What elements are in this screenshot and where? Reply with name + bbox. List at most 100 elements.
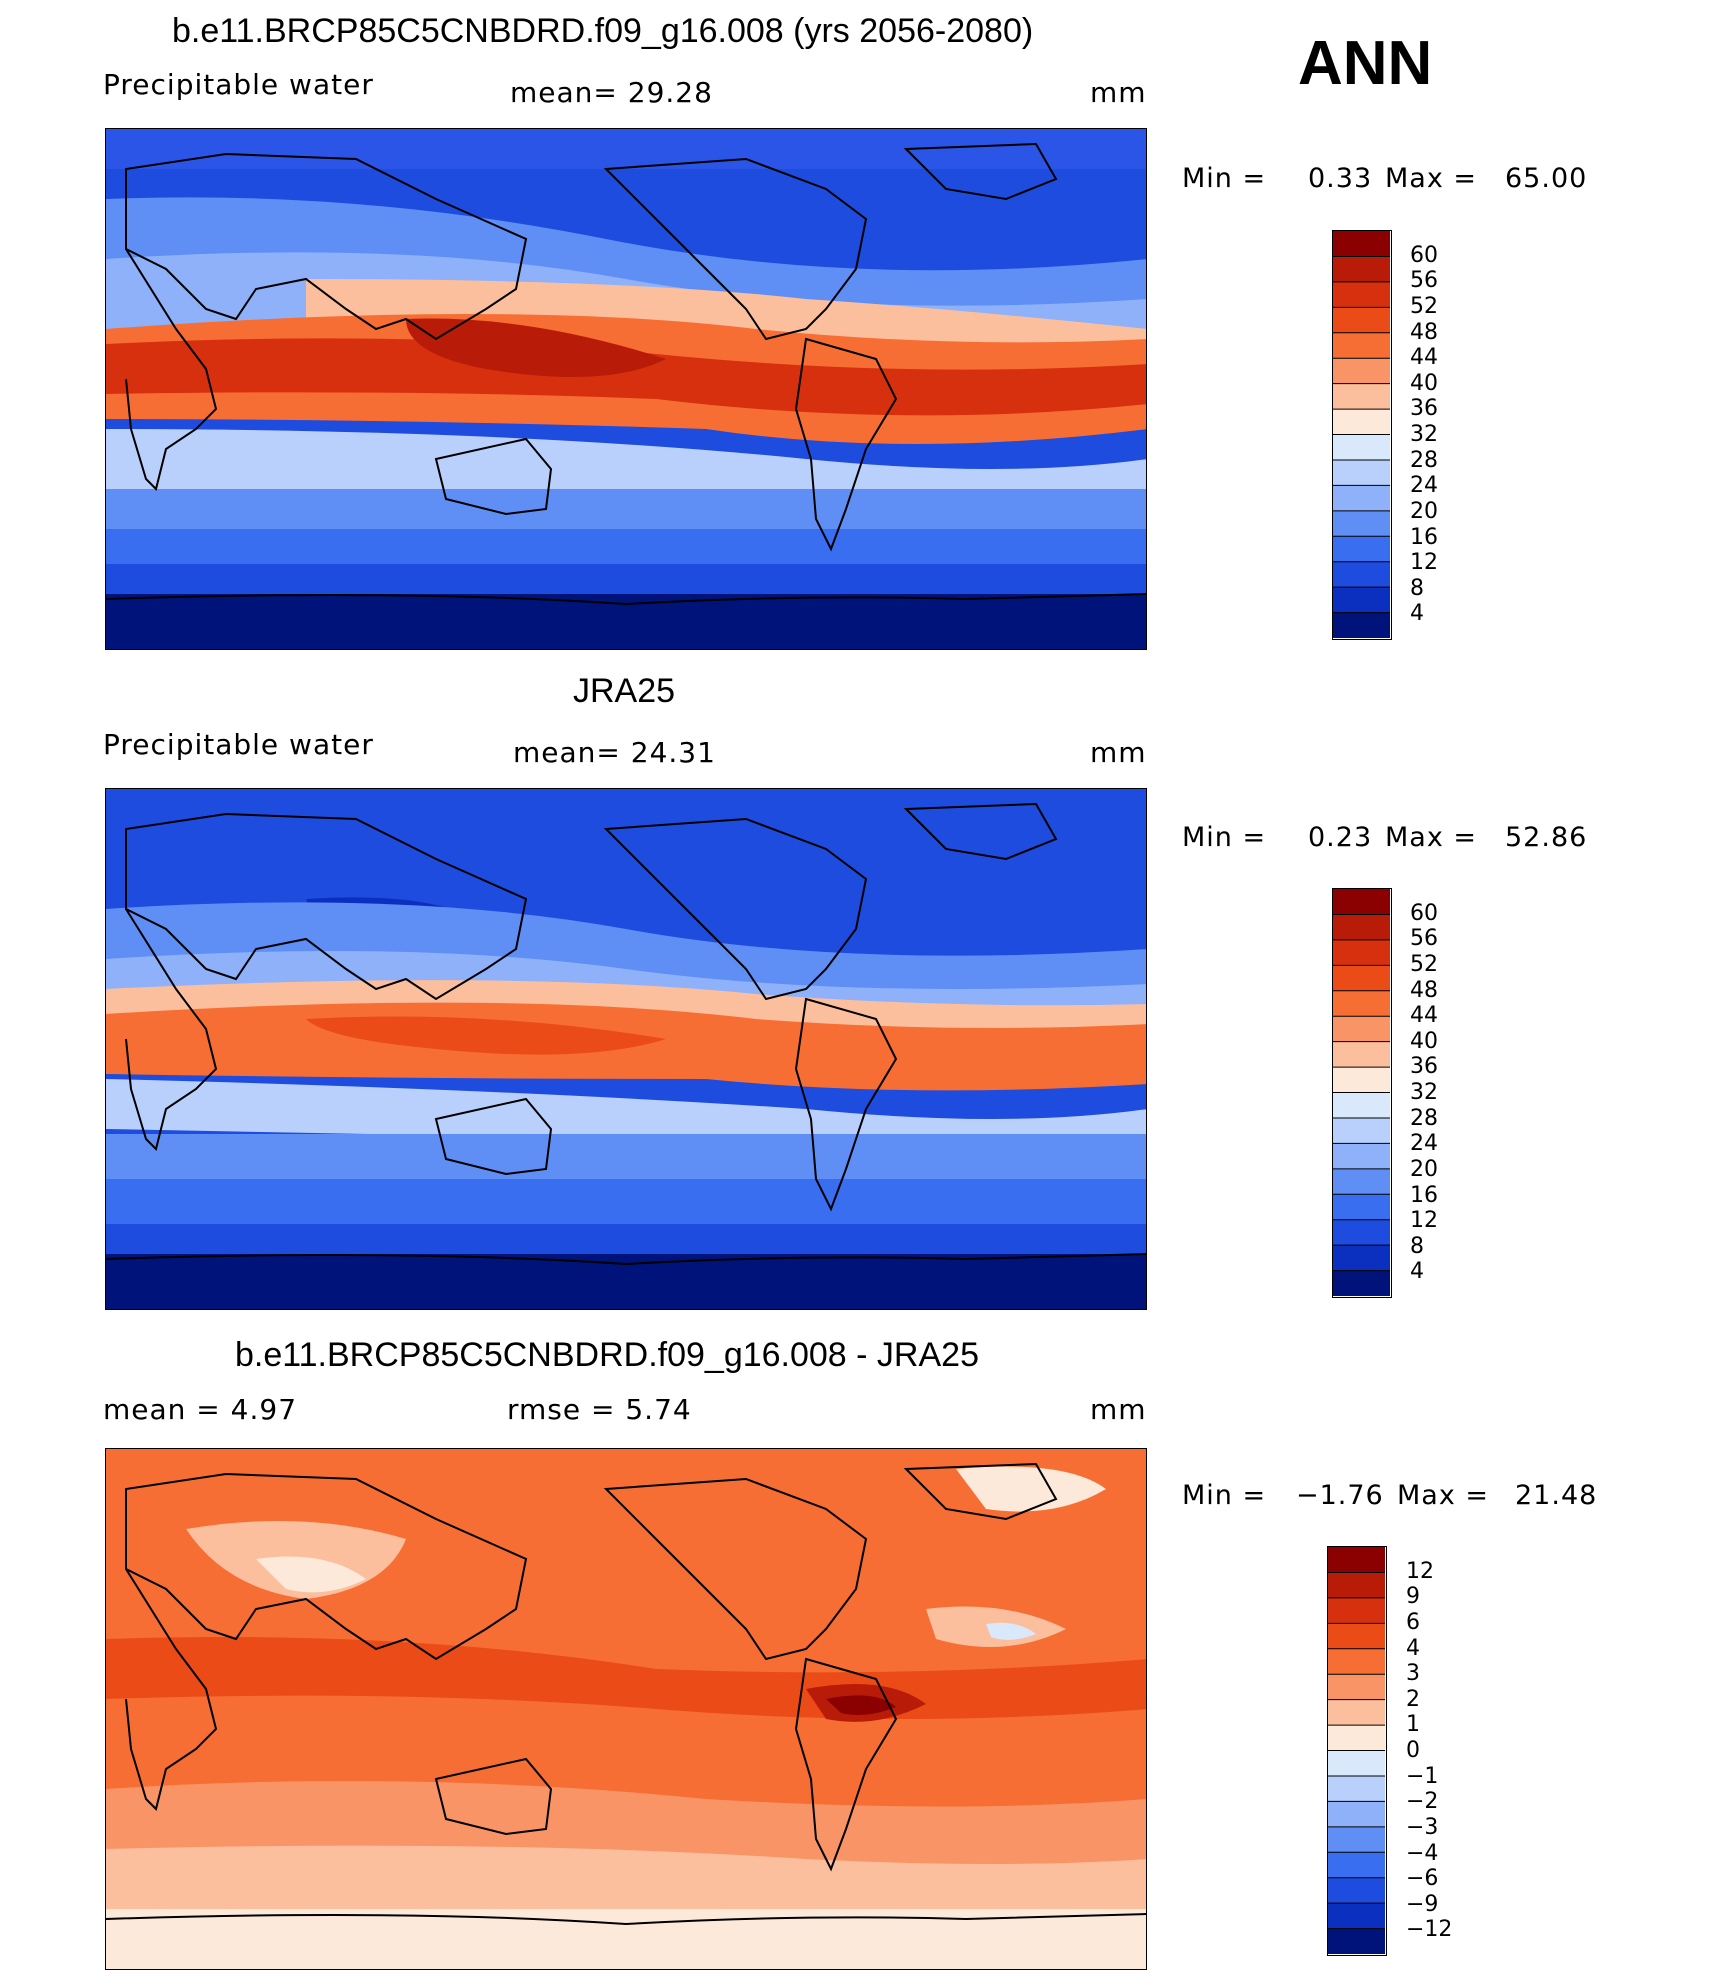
colorbar-tick-label: 40 bbox=[1410, 1028, 1438, 1054]
colorbar-tick-label: 28 bbox=[1410, 1105, 1438, 1131]
panel2-max-value: 52.86 bbox=[1505, 822, 1588, 853]
colorbar-swatch bbox=[1328, 1801, 1385, 1828]
panel1-variable-label: Precipitable water bbox=[103, 68, 374, 101]
colorbar-swatch bbox=[1333, 889, 1390, 915]
colorbar-tick-label: 20 bbox=[1410, 498, 1438, 524]
panel2-title: JRA25 bbox=[573, 672, 676, 710]
panel3-map bbox=[105, 1448, 1147, 1970]
panel3-colorbar bbox=[1327, 1546, 1387, 1956]
colorbar-swatch bbox=[1333, 1067, 1390, 1093]
season-label: ANN bbox=[1298, 29, 1433, 98]
colorbar-tick-label: 24 bbox=[1410, 1131, 1438, 1157]
colorbar-tick-label: −9 bbox=[1406, 1891, 1439, 1917]
panel2-min-label: Min = bbox=[1182, 822, 1267, 853]
colorbar-tick-label: 44 bbox=[1410, 345, 1438, 371]
colorbar-tick-label: 48 bbox=[1410, 319, 1438, 345]
colorbar-tick-label: 16 bbox=[1410, 1182, 1438, 1208]
colorbar-tick-label: 4 bbox=[1406, 1635, 1420, 1661]
colorbar-swatch bbox=[1333, 332, 1390, 359]
colorbar-tick-label: 2 bbox=[1406, 1686, 1420, 1712]
panel2-map bbox=[105, 788, 1147, 1310]
colorbar-tick-label: 3 bbox=[1406, 1661, 1420, 1687]
colorbar-tick-label: 12 bbox=[1410, 550, 1438, 576]
colorbar-tick-label: 4 bbox=[1410, 1259, 1424, 1285]
colorbar-swatch bbox=[1333, 1245, 1390, 1272]
colorbar-tick-label: 12 bbox=[1406, 1558, 1434, 1584]
panel1-mean-label: mean= 29.28 bbox=[510, 76, 713, 109]
colorbar-swatch bbox=[1328, 1903, 1385, 1930]
colorbar-swatch bbox=[1333, 536, 1390, 563]
colorbar-tick-label: −2 bbox=[1406, 1789, 1439, 1815]
panel1-units-label: mm bbox=[1090, 76, 1147, 109]
colorbar-tick-label: 28 bbox=[1410, 447, 1438, 473]
colorbar-tick-label: 32 bbox=[1410, 1080, 1438, 1105]
colorbar-tick-label: 32 bbox=[1410, 422, 1438, 447]
colorbar-tick-label: 16 bbox=[1410, 524, 1438, 550]
colorbar-swatch bbox=[1328, 1877, 1385, 1904]
colorbar-tick-label: 6 bbox=[1406, 1609, 1420, 1635]
colorbar-tick-label: −6 bbox=[1406, 1866, 1439, 1892]
panel3-min-value: −1.76 bbox=[1296, 1480, 1384, 1511]
panel2-units-label: mm bbox=[1090, 736, 1147, 769]
colorbar-swatch bbox=[1333, 939, 1390, 966]
colorbar-swatch bbox=[1333, 358, 1390, 385]
panel3-max-label: Max = bbox=[1397, 1480, 1490, 1511]
colorbar-swatch bbox=[1333, 434, 1390, 461]
panel1-colorbar bbox=[1332, 230, 1392, 640]
colorbar-swatch bbox=[1328, 1648, 1385, 1675]
colorbar-swatch bbox=[1333, 990, 1390, 1017]
colorbar-swatch bbox=[1328, 1852, 1385, 1879]
colorbar-swatch bbox=[1328, 1826, 1385, 1853]
colorbar-swatch bbox=[1333, 383, 1390, 410]
colorbar-tick-label: 52 bbox=[1410, 293, 1438, 319]
colorbar-tick-label: 52 bbox=[1410, 951, 1438, 977]
colorbar-tick-label: −1 bbox=[1406, 1763, 1439, 1789]
panel1-map bbox=[105, 128, 1147, 650]
colorbar-swatch bbox=[1333, 1016, 1390, 1043]
colorbar-swatch bbox=[1333, 1219, 1390, 1246]
colorbar-tick-label: 9 bbox=[1406, 1584, 1420, 1610]
colorbar-swatch bbox=[1328, 1674, 1385, 1701]
colorbar-tick-label: 36 bbox=[1410, 1054, 1438, 1080]
colorbar-tick-label: 1 bbox=[1406, 1712, 1420, 1738]
colorbar-swatch bbox=[1333, 231, 1390, 257]
colorbar-swatch bbox=[1333, 1041, 1390, 1068]
colorbar-tick-label: 40 bbox=[1410, 370, 1438, 396]
panel2-min-value: 0.23 bbox=[1308, 822, 1373, 853]
colorbar-swatch bbox=[1333, 485, 1390, 512]
colorbar-swatch bbox=[1328, 1597, 1385, 1624]
panel2-mean-label: mean= 24.31 bbox=[513, 736, 716, 769]
colorbar-swatch bbox=[1328, 1699, 1385, 1726]
colorbar-tick-label: 8 bbox=[1410, 575, 1424, 601]
colorbar-tick-label: 4 bbox=[1410, 601, 1424, 627]
colorbar-tick-label: 48 bbox=[1410, 977, 1438, 1003]
colorbar-tick-label: −12 bbox=[1406, 1917, 1453, 1943]
panel1-min-value: 0.33 bbox=[1308, 163, 1373, 194]
panel2-colorbar bbox=[1332, 888, 1392, 1298]
colorbar-tick-label: 12 bbox=[1410, 1208, 1438, 1234]
colorbar-swatch bbox=[1333, 1270, 1390, 1296]
panel2-max-label: Max = bbox=[1385, 822, 1478, 853]
panel3-min-label: Min = bbox=[1182, 1480, 1267, 1511]
colorbar-tick-label: 24 bbox=[1410, 473, 1438, 499]
colorbar-swatch bbox=[1333, 1117, 1390, 1144]
colorbar-swatch bbox=[1333, 281, 1390, 308]
panel1-title: b.e11.BRCP85C5CNBDRD.f09_g16.008 (yrs 20… bbox=[172, 12, 1034, 50]
panel3-mean-label: mean = 4.97 bbox=[103, 1393, 298, 1426]
panel3-units-label: mm bbox=[1090, 1393, 1147, 1426]
colorbar-swatch bbox=[1333, 587, 1390, 614]
panel1-max-value: 65.00 bbox=[1505, 163, 1588, 194]
panel3-rmse-label: rmse = 5.74 bbox=[507, 1393, 692, 1426]
panel2-variable-label: Precipitable water bbox=[103, 728, 374, 761]
colorbar-swatch bbox=[1333, 561, 1390, 588]
colorbar-tick-label: 8 bbox=[1410, 1233, 1424, 1259]
panel3-max-value: 21.48 bbox=[1515, 1480, 1598, 1511]
colorbar-tick-label: 36 bbox=[1410, 396, 1438, 422]
colorbar-tick-label: 60 bbox=[1410, 242, 1438, 268]
colorbar-swatch bbox=[1328, 1572, 1385, 1599]
colorbar-tick-label: 60 bbox=[1410, 900, 1438, 926]
colorbar-tick-label: 56 bbox=[1410, 268, 1438, 294]
colorbar-tick-label: 44 bbox=[1410, 1003, 1438, 1029]
colorbar-swatch bbox=[1333, 612, 1390, 638]
colorbar-swatch bbox=[1333, 256, 1390, 283]
